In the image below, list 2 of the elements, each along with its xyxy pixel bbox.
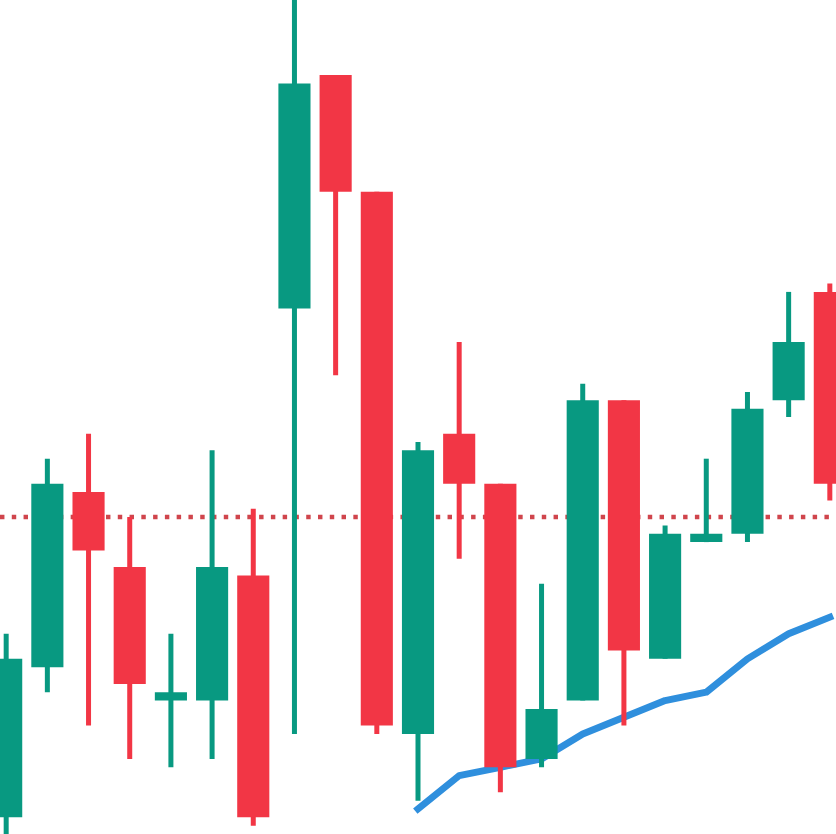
candlestick [690,456,723,545]
candlestick [154,631,187,770]
